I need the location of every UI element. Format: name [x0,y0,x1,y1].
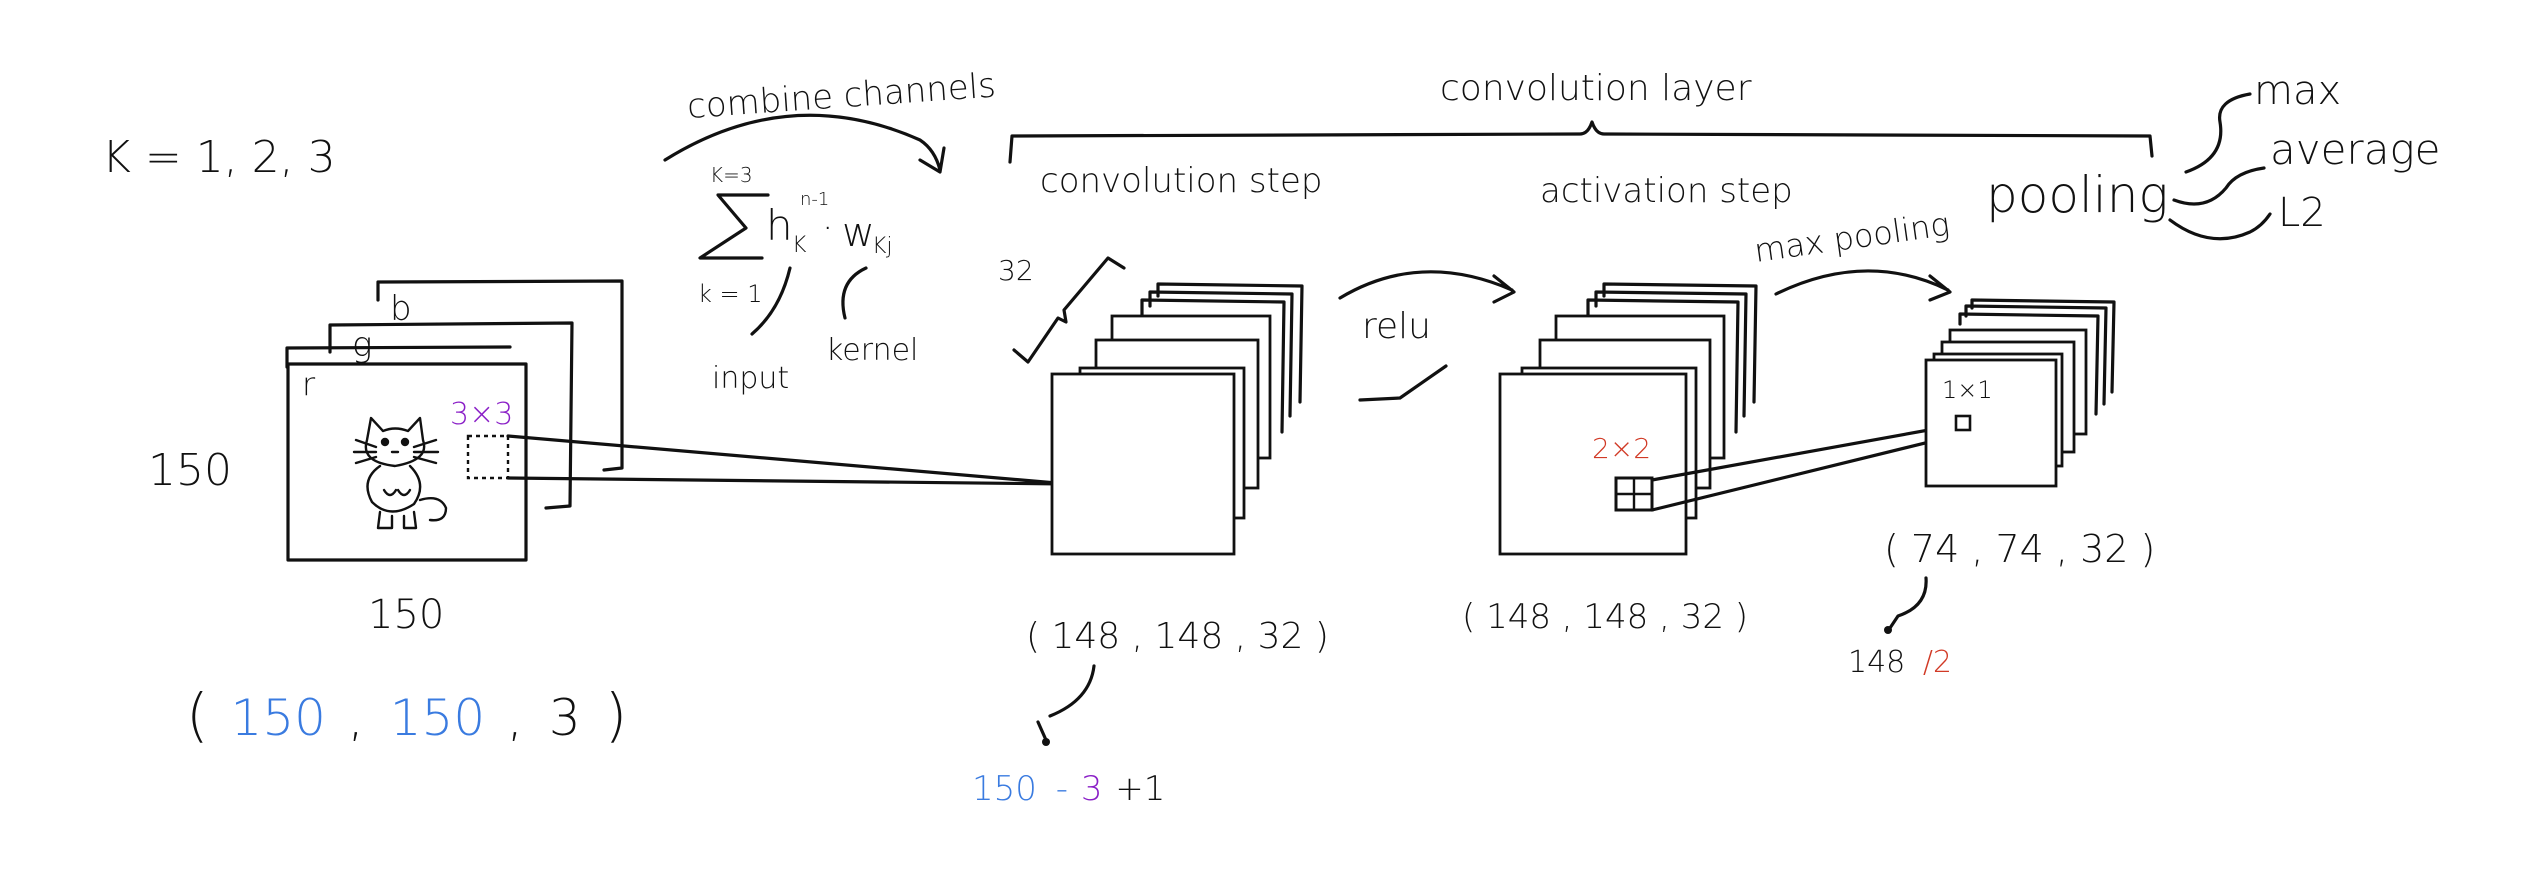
term-superscript: n-1 [800,189,829,210]
pooling-branch-average [2172,166,2266,206]
conv-shape: ( 148 , 148 , 32 ) [1026,616,1329,657]
shape-height: 150 [231,689,326,747]
pool-shape: ( 74 , 74 , 32 ) [1884,527,2155,571]
term-w: w [842,210,875,256]
combine-arrow [663,113,946,174]
conv-calc-kernel: 3 [1081,769,1103,809]
shape-channels: 3 [549,689,581,747]
conv-calc: 150 - 3 +1 [972,769,1165,809]
sum-upper: K=3 [710,163,753,187]
input-pointer [750,266,792,336]
relu-arrow [1338,270,1516,304]
pool-output-cell [1954,414,1972,432]
activation-shape: ( 148 , 148 , 32 ) [1462,597,1748,637]
conv-step-label: convolution step [1040,161,1322,201]
max-pooling-arrow [1774,269,1952,302]
kernel-projection [506,434,1070,486]
input-channel-stack [285,279,624,562]
pool-calc-input: 148 [1848,645,1905,680]
sum-lower: k = 1 [698,280,763,308]
conv-pointer-dot [1042,738,1050,746]
pooling-branch-l2 [2168,212,2272,241]
channel-g-label: g [352,325,372,365]
kernel-pointer [841,266,868,320]
pool-kernel-label: 1×1 [1942,376,1993,404]
conv-layer-brace [1008,120,2154,164]
pooling-branch-max [2184,92,2252,174]
relu-graph [1358,364,1448,402]
conv-feature-stack [1050,282,1304,556]
max-pooling-label: max pooling [1752,205,1952,270]
term-dot: · [822,208,833,249]
input-caption: input [712,361,789,396]
term-subscript: K [792,233,807,258]
input-width-label: 150 [368,592,444,638]
shape-close: ) [605,681,628,749]
conv-layer-title: convolution layer [1440,68,1752,109]
sum-symbol [698,193,770,260]
channel-r-label: r [302,365,316,403]
combine-term: h [766,201,793,250]
shape-width: 150 [390,689,485,747]
channel-b-label: b [390,289,412,329]
filters-count: 32 [998,254,1034,287]
conv-calc-input: 150 [972,769,1037,809]
activation-step-label: activation step [1540,171,1793,211]
cat-icon [352,416,448,530]
input-shape: ( 150 , 150 , 3 ) [186,681,627,749]
pool-calc: 148 /2 [1848,645,1952,680]
kernel-caption: kernel [826,333,918,368]
shape-comma-2: , [507,689,523,747]
channel-r-sheet [285,345,512,369]
input-kernel-window [466,434,510,480]
shape-open: ( [186,681,209,749]
activation-feature-stack [1498,282,1758,556]
term-w-subscript: Kj [872,234,893,259]
conv-calc-minus: - [1056,769,1068,809]
conv-shape-pointer [1036,664,1096,742]
pooled-feature-stack [1924,298,2116,488]
activation-kernel-label: 2×2 [1592,432,1651,465]
term-h: h [766,201,793,250]
channel-b-sheet [376,279,624,472]
conv-calc-plus: +1 [1115,769,1165,809]
relu-label: relu [1362,306,1431,347]
input-kernel-label: 3×3 [450,397,513,432]
shape-comma-1: , [348,689,364,747]
channel-r-front [286,362,528,562]
pool-shape-pointer [1888,576,1928,630]
activation-pool-window [1614,476,1654,512]
pool-pointer-dot [1884,626,1892,634]
pooling-label: pooling [1986,166,2168,224]
pooling-type-l2: L2 [2278,190,2326,236]
input-height-label: 150 [148,445,232,496]
pool-projection [1650,422,1972,512]
pooling-type-max: max [2254,68,2341,114]
filters-brace [1012,256,1126,364]
pool-calc-divisor: /2 [1923,645,1952,680]
pooling-type-average: average [2270,125,2440,174]
channel-g-sheet [328,321,574,510]
k-label: K = 1, 2, 3 [102,132,336,183]
